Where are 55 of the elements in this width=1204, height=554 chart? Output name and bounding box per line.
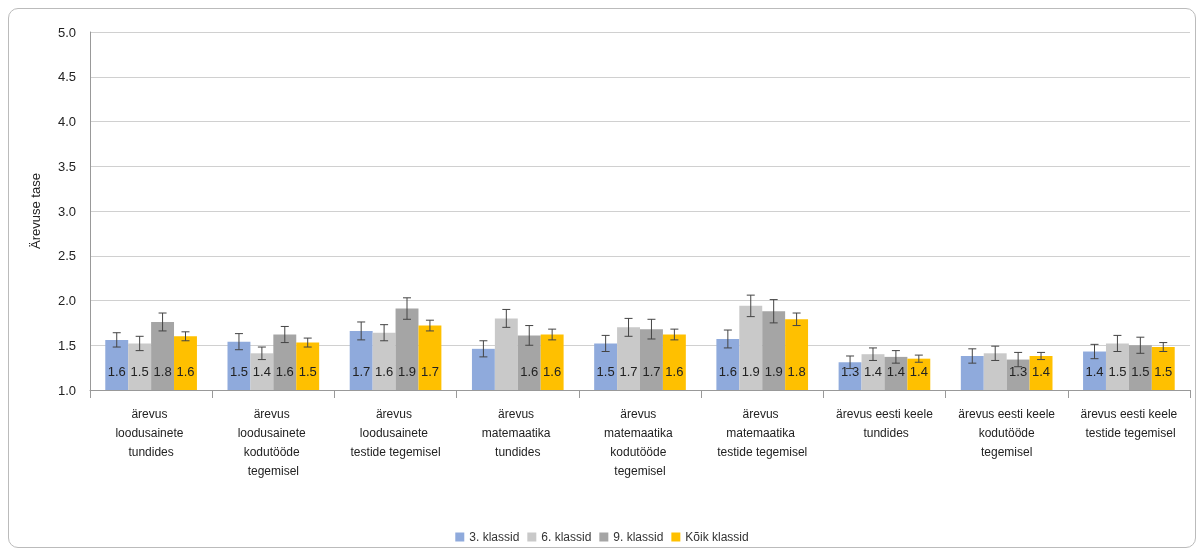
legend-label: 6. klassid bbox=[541, 530, 592, 544]
data-label: 1.6 bbox=[543, 364, 562, 379]
data-label: 1.6 bbox=[375, 364, 394, 379]
data-label: 1.6 bbox=[107, 364, 126, 379]
y-tick-label: 4.5 bbox=[57, 69, 76, 85]
data-label: 1.7 bbox=[642, 364, 661, 379]
data-label: 1.9 bbox=[397, 364, 417, 379]
data-label: 1.4 bbox=[863, 364, 883, 379]
data-label: 1.5 bbox=[1108, 364, 1127, 379]
data-label: 1.6 bbox=[275, 364, 294, 379]
data-label: 1.6 bbox=[176, 364, 195, 379]
data-label: 1.5 bbox=[298, 364, 317, 379]
x-tick-label: ärevus loodusainete kodutööde tegemisel bbox=[237, 406, 310, 478]
data-label: 1.8 bbox=[153, 364, 172, 379]
x-tick-label: ärevus matemaatika kodutööde tegemisel bbox=[603, 406, 677, 478]
data-label: 1.3 bbox=[841, 364, 860, 379]
x-tick-label: ärevus matemaatika tundides bbox=[481, 406, 554, 459]
data-label: 1.7 bbox=[420, 364, 439, 379]
y-tick-label: 3.5 bbox=[57, 158, 76, 174]
x-tick-label: ärevus eesti keele tundides bbox=[836, 406, 934, 440]
x-tick-label: ärevus loodusainete tundides bbox=[115, 406, 187, 459]
legend-label: 3. klassid bbox=[469, 530, 520, 544]
data-label: 1.6 bbox=[520, 364, 539, 379]
x-tick-label: ärevus matemaatika testide tegemisel bbox=[717, 406, 808, 459]
data-label: 1.6 bbox=[718, 364, 737, 379]
y-axis-title: Ärevuse tase bbox=[28, 173, 43, 249]
data-label: 1.7 bbox=[352, 364, 371, 379]
data-label: 1.3 bbox=[1009, 364, 1028, 379]
y-tick-label: 2.5 bbox=[57, 248, 76, 264]
x-tick-label: ärevus eesti keele testide tegemisel bbox=[1080, 406, 1178, 440]
data-label: 1.5 bbox=[229, 364, 248, 379]
data-label: 1.7 bbox=[619, 364, 638, 379]
y-tick-label: 2.0 bbox=[57, 293, 76, 308]
y-tick-label: 3.0 bbox=[57, 203, 76, 219]
data-label: 1.4 bbox=[1085, 364, 1104, 379]
data-label: 1.6 bbox=[665, 364, 684, 379]
data-label: 1.5 bbox=[130, 364, 149, 379]
data-label: 1.5 bbox=[1131, 364, 1150, 379]
y-tick-label: 4.0 bbox=[57, 114, 76, 129]
legend-label: Kõik klassid bbox=[685, 530, 749, 544]
data-label: 1.8 bbox=[787, 364, 806, 379]
data-label: 1.5 bbox=[596, 364, 615, 379]
data-label: 1.4 bbox=[1032, 364, 1051, 379]
legend-label: 9. klassid bbox=[613, 530, 664, 544]
data-label: 1.9 bbox=[741, 364, 760, 379]
data-label: 1.4 bbox=[909, 364, 928, 379]
x-tick-label: ärevus eesti keele kodutööde tegemisel bbox=[958, 406, 1056, 459]
data-label: 1.4 bbox=[886, 364, 905, 379]
data-label: 1.4 bbox=[252, 364, 271, 379]
data-label: 1.5 bbox=[1154, 364, 1173, 379]
y-tick-label: 5.0 bbox=[57, 24, 76, 40]
data-label: 1.9 bbox=[764, 364, 783, 379]
x-tick-label: ärevus loodusainete testide tegemisel bbox=[350, 406, 441, 459]
y-tick-label: 1.0 bbox=[57, 382, 76, 398]
y-tick-label: 1.5 bbox=[57, 337, 76, 353]
